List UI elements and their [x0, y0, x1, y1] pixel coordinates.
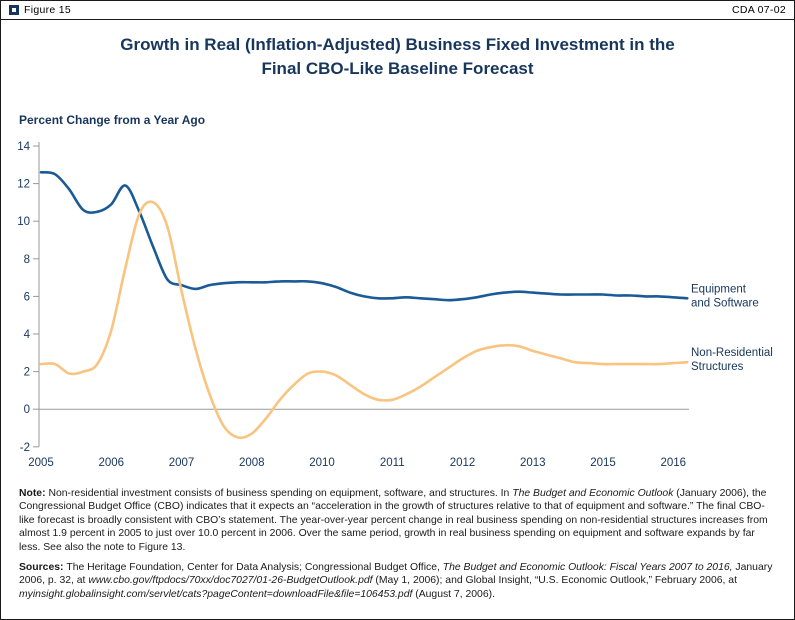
x-tick-label: 2011	[380, 457, 405, 469]
text-segment: January 2006, p. 32, at	[19, 562, 773, 587]
x-tick-label: 2008	[239, 457, 265, 469]
y-tick-label: 14	[17, 141, 30, 153]
y-tick-label: 0	[24, 404, 30, 416]
legend-label-non-residential-structures: Structures	[691, 361, 744, 373]
text-segment: Note:	[19, 488, 49, 499]
figure-label: Figure 15	[24, 4, 72, 16]
x-tick-label: 2007	[169, 457, 195, 469]
sources-text: Sources: The Heritage Foundation, Center…	[19, 561, 778, 601]
text-segment: (August 7, 2006).	[412, 588, 495, 600]
legend-label-equipment-and-software: Equipment	[691, 283, 747, 295]
text-segment: www.cbo.gov/ftpdocs/70xx/doc7027/01-26-B…	[88, 575, 373, 587]
figure-header: Figure 15 CDA 07-02	[1, 1, 794, 20]
x-tick-label: 2012	[450, 457, 476, 469]
x-tick-label: 2005	[28, 457, 54, 469]
chart-title-line1: Growth in Real (Inflation-Adjusted) Busi…	[120, 35, 675, 54]
y-tick-label: 2	[24, 367, 30, 379]
y-tick-label: -2	[20, 442, 30, 454]
x-tick-label: 2006	[98, 457, 124, 469]
y-tick-label: 4	[24, 329, 31, 341]
text-segment: Non-residential investment consists of b…	[48, 488, 513, 499]
y-axis-label: Percent Change from a Year Ago	[19, 113, 206, 127]
series-line-non-residential-structures	[39, 200, 689, 440]
series-line-equipment-and-software	[39, 170, 689, 302]
heritage-logo-icon	[9, 5, 19, 15]
line-chart: 14 12 10 8 6 4 2 0 -2 2005 2006 2007 2008 2010 2011 201…	[17, 141, 773, 469]
x-tick-label: 2015	[590, 457, 616, 469]
text-segment: The Budget and Economic Outlook	[512, 488, 674, 499]
text-segment: The Budget and Economic Outlook: Fiscal …	[442, 562, 733, 573]
x-tick-label: 2013	[520, 457, 546, 469]
text-segment: myinsight.globalinsight.com/servlet/cats…	[19, 588, 413, 600]
legend-label-non-residential-structures: Non-Residential	[691, 347, 773, 359]
chart-title-line2: Final CBO-Like Baseline Forecast	[261, 59, 534, 78]
chart-title: Growth in Real (Inflation-Adjusted) Busi…	[1, 33, 794, 81]
figure-header-left: Figure 15	[9, 4, 71, 16]
text-segment: The Heritage Foundation, Center for Data…	[66, 562, 443, 573]
text-segment: (January 2006), the Congressional Budget…	[19, 488, 768, 553]
y-tick-label: 6	[24, 291, 30, 303]
text-segment: Sources:	[19, 562, 67, 573]
x-tick-label: 2016	[660, 457, 686, 469]
x-tick-label: 2010	[309, 457, 335, 469]
text-segment: (May 1, 2006); and Global Insight, “U.S.…	[372, 575, 737, 587]
y-tick-label: 10	[17, 216, 30, 228]
y-tick-label: 8	[24, 254, 30, 266]
note-text: Note: Non-residential investment consist…	[19, 487, 778, 554]
y-tick-label: 12	[17, 179, 30, 191]
doc-id: CDA 07-02	[731, 4, 786, 16]
legend-label-equipment-and-software: and Software	[691, 297, 759, 309]
